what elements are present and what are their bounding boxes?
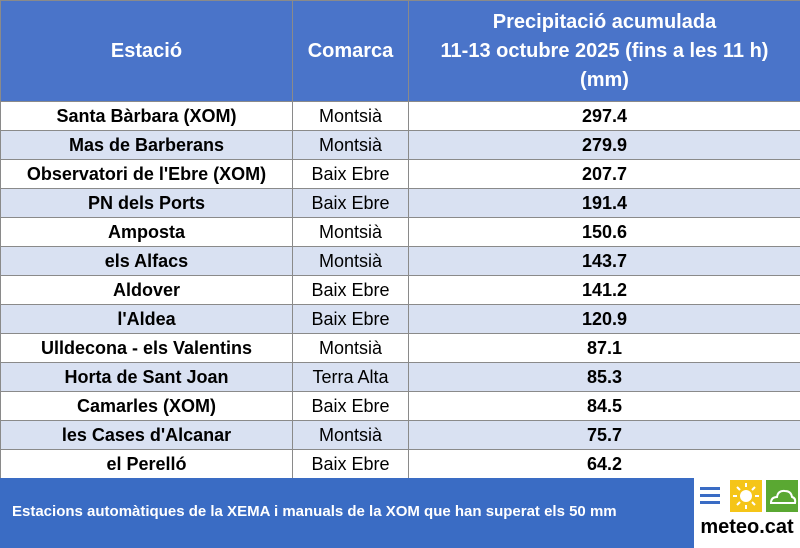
precipitation-value-cell: 87.1 xyxy=(408,333,800,363)
station-cell: Mas de Barberans xyxy=(0,130,293,160)
precipitation-value-cell: 207.7 xyxy=(408,159,800,189)
precipitation-value-cell: 279.9 xyxy=(408,130,800,160)
precipitation-value-cell: 150.6 xyxy=(408,217,800,247)
precipitation-value-cell: 297.4 xyxy=(408,101,800,131)
header-station: Estació xyxy=(0,0,293,102)
header-precipitation: Precipitació acumulada 11-13 octubre 202… xyxy=(408,0,800,102)
precipitation-value-cell: 84.5 xyxy=(408,391,800,421)
table-row: Mas de Barberans Montsià 279.9 xyxy=(0,130,800,160)
table-row: les Cases d'Alcanar Montsià 75.7 xyxy=(0,420,800,450)
header-precipitation-line-3: (mm) xyxy=(580,68,629,91)
station-cell: Amposta xyxy=(0,217,293,247)
table-row: Camarles (XOM) Baix Ebre 84.5 xyxy=(0,391,800,421)
table-row: Aldover Baix Ebre 141.2 xyxy=(0,275,800,305)
precipitation-value-cell: 143.7 xyxy=(408,246,800,276)
comarca-cell: Montsià xyxy=(292,420,409,450)
comarca-cell: Baix Ebre xyxy=(292,275,409,305)
comarca-cell: Baix Ebre xyxy=(292,159,409,189)
station-cell: els Alfacs xyxy=(0,246,293,276)
comarca-cell: Montsià xyxy=(292,217,409,247)
comarca-cell: Montsià xyxy=(292,130,409,160)
table-row: el Perelló Baix Ebre 64.2 xyxy=(0,449,800,479)
table-row: Observatori de l'Ebre (XOM) Baix Ebre 207.… xyxy=(0,159,800,189)
precipitation-value-cell: 85.3 xyxy=(408,362,800,392)
precipitation-value-cell: 141.2 xyxy=(408,275,800,305)
comarca-cell: Terra Alta xyxy=(292,362,409,392)
comarca-cell: Montsià xyxy=(292,246,409,276)
footer-bar: Estacions automàtiques de la XEMA i manu… xyxy=(0,478,800,548)
station-cell: PN dels Ports xyxy=(0,188,293,218)
logo-icons xyxy=(696,480,798,512)
header-precipitation-line-1: Precipitació acumulada xyxy=(492,10,717,33)
table-row: Horta de Sant Joan Terra Alta 85.3 xyxy=(0,362,800,392)
comarca-cell: Montsià xyxy=(292,101,409,131)
footer-note: Estacions automàtiques de la XEMA i manu… xyxy=(12,503,617,520)
precipitation-value-cell: 120.9 xyxy=(408,304,800,334)
table-row: Ulldecona - els Valentins Montsià 87.1 xyxy=(0,333,800,363)
comarca-cell: Baix Ebre xyxy=(292,188,409,218)
station-cell: l'Aldea xyxy=(0,304,293,334)
precipitation-value-cell: 75.7 xyxy=(408,420,800,450)
meteocat-logo: meteo.cat xyxy=(694,478,800,548)
station-cell: Horta de Sant Joan xyxy=(0,362,293,392)
table-row: els Alfacs Montsià 143.7 xyxy=(0,246,800,276)
table-row: PN dels Ports Baix Ebre 191.4 xyxy=(0,188,800,218)
table-row: Amposta Montsià 150.6 xyxy=(0,217,800,247)
logo-text: meteo.cat xyxy=(700,516,794,538)
station-cell: el Perelló xyxy=(0,449,293,479)
comarca-cell: Baix Ebre xyxy=(292,449,409,479)
comarca-cell: Baix Ebre xyxy=(292,304,409,334)
comarca-cell: Montsià xyxy=(292,333,409,363)
precipitation-value-cell: 64.2 xyxy=(408,449,800,479)
precipitation-value-cell: 191.4 xyxy=(408,188,800,218)
precipitation-table: Estació Comarca Precipitació acumulada 1… xyxy=(0,0,800,479)
cloud-icon xyxy=(766,480,798,512)
header-precipitation-line-2: 11-13 octubre 2025 (fins a les 11 h) xyxy=(440,39,769,62)
table-row: l'Aldea Baix Ebre 120.9 xyxy=(0,304,800,334)
header-comarca: Comarca xyxy=(292,0,409,102)
station-cell: Aldover xyxy=(0,275,293,305)
station-cell: Santa Bàrbara (XOM) xyxy=(0,101,293,131)
table-row: Santa Bàrbara (XOM) Montsià 297.4 xyxy=(0,101,800,131)
station-cell: Camarles (XOM) xyxy=(0,391,293,421)
station-cell: Observatori de l'Ebre (XOM) xyxy=(0,159,293,189)
station-cell: Ulldecona - els Valentins xyxy=(0,333,293,363)
table-body: Santa Bàrbara (XOM) Montsià 297.4 Mas de Ba… xyxy=(0,101,800,479)
comarca-cell: Baix Ebre xyxy=(292,391,409,421)
station-cell: les Cases d'Alcanar xyxy=(0,420,293,450)
table-header-row: Estació Comarca Precipitació acumulada 1… xyxy=(0,0,800,102)
